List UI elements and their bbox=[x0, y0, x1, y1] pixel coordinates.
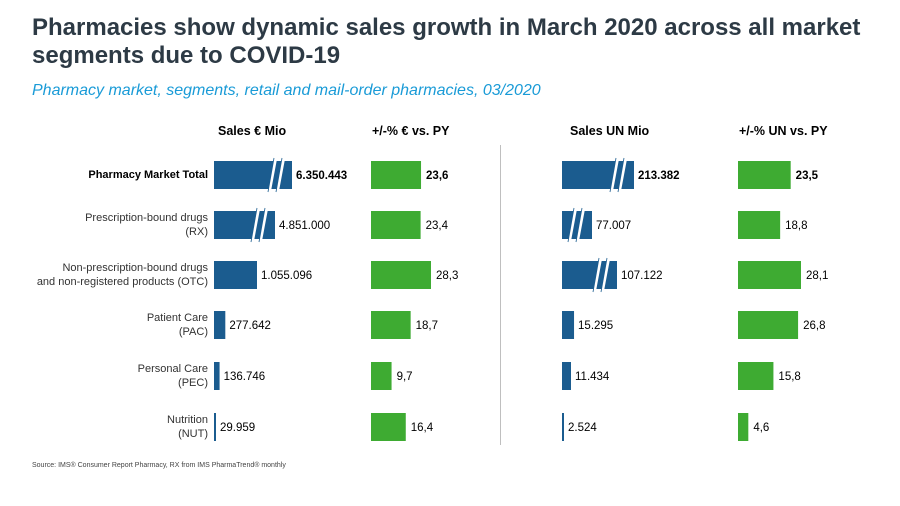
axis-break-mark bbox=[618, 159, 627, 191]
data-label: 11.434 bbox=[575, 371, 610, 383]
category-label: Patient Care (PAC) bbox=[147, 311, 208, 339]
panel-header-change-un: +/-% UN vs. PY bbox=[739, 124, 828, 138]
axis-break-line bbox=[575, 207, 583, 243]
data-label: 4.851.000 bbox=[279, 220, 330, 232]
category-label-line: (NUT) bbox=[178, 428, 208, 440]
bar bbox=[371, 211, 421, 239]
bar bbox=[371, 362, 392, 390]
chart-subtitle: Pharmacy market, segments, retail and ma… bbox=[32, 82, 541, 99]
bar bbox=[214, 311, 226, 339]
category-label-line: Non-prescription-bound drugs bbox=[62, 262, 208, 274]
bar bbox=[562, 311, 575, 339]
panel-header-sales-un: Sales UN Mio bbox=[570, 124, 650, 138]
axis-break-mark bbox=[276, 159, 285, 191]
category-label-line: Pharmacy Market Total bbox=[88, 169, 208, 181]
bar bbox=[562, 413, 564, 441]
bar bbox=[371, 261, 431, 289]
category-label-line: (RX) bbox=[185, 226, 208, 238]
bar bbox=[738, 362, 774, 390]
axis-break-line bbox=[592, 257, 600, 293]
data-label: 18,7 bbox=[416, 320, 438, 332]
source-note: Source: IMS® Consumer Report Pharmacy, R… bbox=[32, 462, 286, 469]
axis-break-line bbox=[567, 207, 575, 243]
axis-break-mark bbox=[251, 209, 260, 241]
axis-break-line bbox=[258, 207, 266, 243]
axis-break-line bbox=[609, 157, 617, 193]
data-label: 4,6 bbox=[753, 422, 769, 434]
axis-break-mark bbox=[268, 159, 277, 191]
bar bbox=[738, 161, 791, 189]
axis-break-line bbox=[600, 257, 608, 293]
category-label: Personal Care (PEC) bbox=[138, 362, 208, 390]
category-label-line: Prescription-bound drugs bbox=[85, 212, 208, 224]
data-label: 9,7 bbox=[397, 371, 413, 383]
axis-break-mark bbox=[601, 259, 610, 291]
data-label: 23,4 bbox=[426, 220, 449, 232]
category-label-line: Personal Care bbox=[137, 363, 208, 375]
data-label: 16,4 bbox=[411, 422, 434, 434]
category-label: Nutrition (NUT) bbox=[167, 413, 208, 441]
data-label: 213.382 bbox=[638, 170, 680, 182]
data-label: 15.295 bbox=[578, 320, 613, 332]
data-label: 136.746 bbox=[224, 371, 266, 383]
panel-header-sales-eur: Sales € Mio bbox=[218, 124, 287, 138]
bar bbox=[738, 413, 749, 441]
category-label: Prescription-bound drugs (RX) bbox=[85, 211, 208, 239]
category-label-line: Patient Care bbox=[146, 312, 208, 324]
bar bbox=[214, 261, 257, 289]
chart-title: Pharmacies show dynamic sales growth in … bbox=[32, 14, 861, 69]
data-label: 6.350.443 bbox=[296, 170, 347, 182]
bar bbox=[738, 261, 801, 289]
category-label-line: and non-registered products (OTC) bbox=[36, 276, 208, 288]
axis-break-mark bbox=[259, 209, 268, 241]
bar bbox=[214, 413, 216, 441]
axis-break-line bbox=[617, 157, 625, 193]
category-label-line: Nutrition bbox=[167, 414, 208, 426]
axis-break-line bbox=[267, 157, 275, 193]
bar bbox=[738, 311, 799, 339]
data-label: 77.007 bbox=[596, 220, 631, 232]
bar bbox=[371, 413, 406, 441]
category-label: Pharmacy Market Total bbox=[88, 168, 208, 182]
bar bbox=[371, 161, 422, 189]
bar bbox=[738, 211, 781, 239]
data-label: 28,3 bbox=[436, 270, 458, 282]
data-label: 23,6 bbox=[426, 170, 448, 182]
data-label: 18,8 bbox=[785, 220, 807, 232]
data-label: 107.122 bbox=[621, 270, 663, 282]
panel-divider bbox=[500, 145, 501, 445]
axis-break-mark bbox=[610, 159, 619, 191]
category-label-line: (PEC) bbox=[178, 377, 208, 389]
axis-break-mark bbox=[576, 209, 585, 241]
bar bbox=[562, 362, 571, 390]
category-label: Non-prescription-bound drugs and non-regi… bbox=[37, 261, 208, 289]
category-label-line: (PAC) bbox=[178, 326, 208, 338]
data-label: 15,8 bbox=[778, 371, 800, 383]
bar bbox=[371, 311, 411, 339]
data-label: 2.524 bbox=[568, 422, 597, 434]
data-label: 1.055.096 bbox=[261, 270, 312, 282]
bar bbox=[214, 362, 220, 390]
data-label: 28,1 bbox=[806, 270, 828, 282]
axis-break-mark bbox=[593, 259, 602, 291]
panel-header-change-eur: +/-% € vs. PY bbox=[372, 124, 450, 138]
data-label: 23,5 bbox=[796, 170, 819, 182]
data-label: 277.642 bbox=[229, 320, 271, 332]
axis-break-mark bbox=[568, 209, 577, 241]
axis-break-line bbox=[250, 207, 258, 243]
data-label: 26,8 bbox=[803, 320, 825, 332]
axis-break-line bbox=[275, 157, 283, 193]
data-label: 29.959 bbox=[220, 422, 255, 434]
